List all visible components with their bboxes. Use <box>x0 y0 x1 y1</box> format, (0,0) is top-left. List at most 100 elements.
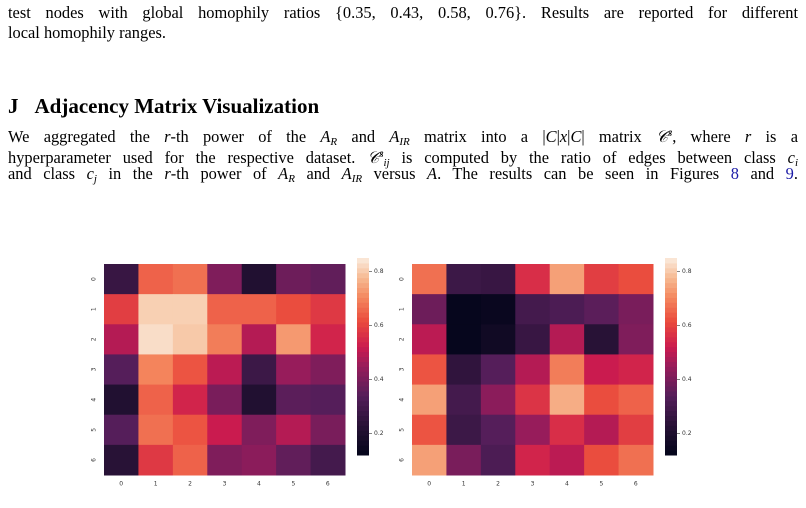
colorbar-segment <box>357 390 369 397</box>
heatmap-cell <box>241 264 277 295</box>
heatmap-cell <box>480 444 516 476</box>
text-run: r <box>744 127 752 146</box>
text-run: | <box>556 127 560 146</box>
text-run: and <box>294 164 342 183</box>
text-run: . <box>793 164 798 183</box>
text-line: local homophily ranges. <box>8 23 166 42</box>
heatmap-cell <box>172 294 208 325</box>
heatmap-cell <box>515 324 551 355</box>
heatmap-cell <box>207 354 243 386</box>
text-run: versus <box>362 164 428 183</box>
heatmap-cell <box>446 264 482 295</box>
text-run: R <box>288 173 295 185</box>
colorbar-segment <box>665 381 677 387</box>
text-line: We aggregated the r-th power of the AR a… <box>8 123 798 152</box>
colorbar-tick-label: 0.4 <box>682 376 692 383</box>
y-tick-label: 6 <box>91 458 98 462</box>
colorbar-segment <box>357 371 369 377</box>
heatmap-cell <box>515 444 551 476</box>
figure-link[interactable]: 8 <box>730 164 739 183</box>
text-run: 𝒞 <box>655 127 668 146</box>
colorbar-segment <box>357 258 369 264</box>
colorbar-segment <box>665 287 677 293</box>
heatmap-cell <box>549 444 585 476</box>
section-heading: J Adjacency Matrix Visualization <box>8 94 319 119</box>
colorbar-segment <box>357 366 369 372</box>
colorbar-segment <box>357 381 369 387</box>
heatmap-cell <box>276 324 312 355</box>
colorbar-segment <box>665 376 677 382</box>
colorbar-segment <box>357 386 369 392</box>
colorbar-segment <box>357 317 369 323</box>
heatmap-cell <box>207 264 243 295</box>
heatmap-cell <box>276 384 312 416</box>
heatmap-cell <box>549 324 585 355</box>
colorbar-segment <box>357 267 369 274</box>
colorbar-segment <box>665 400 677 407</box>
colorbar-segment <box>357 322 369 328</box>
colorbar-segment <box>665 425 677 431</box>
heatmap-cell <box>446 384 482 416</box>
text-run: C <box>545 127 557 146</box>
heatmap-cell <box>310 384 346 416</box>
heatmap-cell <box>412 444 447 476</box>
heatmap-cell <box>172 384 208 416</box>
y-tick-label: 4 <box>399 398 406 402</box>
colorbar-segment <box>357 410 369 417</box>
colorbar-segment <box>665 390 677 397</box>
heatmap-cell <box>515 294 551 325</box>
colorbar-segment <box>665 440 677 446</box>
y-tick-label: 2 <box>91 337 98 341</box>
colorbar-segment <box>357 376 369 382</box>
colorbar-segment <box>665 351 677 357</box>
text-run: IR <box>351 173 363 185</box>
figure-link[interactable]: 9 <box>785 164 794 183</box>
heatmap-cell <box>480 384 516 416</box>
colorbar-tick-label: 0.4 <box>374 376 384 383</box>
heatmap-cell <box>618 384 654 416</box>
heatmap-cell <box>138 264 174 295</box>
colorbar-segment <box>357 302 369 308</box>
heatmap-cell <box>138 324 174 355</box>
text-run: is a <box>751 127 798 146</box>
heatmap-cell <box>172 324 208 355</box>
text-run: j <box>93 173 97 185</box>
heatmap-cell <box>241 444 277 476</box>
x-tick-label: 2 <box>188 481 192 488</box>
colorbar-tick-label: 0.2 <box>374 430 384 437</box>
text-run: A <box>389 127 400 146</box>
colorbar-segment <box>357 307 369 313</box>
heatmap-cell <box>412 324 447 355</box>
heatmap-cell <box>446 354 482 386</box>
colorbar-segment <box>357 420 369 426</box>
heatmap-cell <box>480 354 516 386</box>
heatmap-cell <box>241 414 277 446</box>
heatmap-cell <box>549 264 585 295</box>
section-number: J <box>8 94 19 118</box>
text-run: i <box>794 156 799 169</box>
text-run: 𝒞 <box>367 147 380 167</box>
heatmap-cell <box>138 354 174 386</box>
heatmap-cell <box>241 324 277 355</box>
text-run: in the <box>96 164 165 183</box>
text-run: -th power of <box>170 164 279 183</box>
heatmap-cell <box>310 324 346 355</box>
colorbar-segment <box>665 420 677 426</box>
x-tick-label: 0 <box>119 481 123 488</box>
text-run: hyperparameter used for the respective d… <box>8 147 368 167</box>
x-tick-label: 6 <box>326 481 330 488</box>
text-run: . The results can be seen in Figures <box>437 164 731 183</box>
heatmap-cell <box>310 264 346 295</box>
colorbar-segment <box>665 307 677 313</box>
text-run: | <box>567 127 571 146</box>
text-run: r <box>164 127 171 146</box>
text-run: and <box>337 127 390 146</box>
heatmap-cell <box>412 294 447 325</box>
text-run: A <box>427 164 438 183</box>
heatmap-cell <box>310 354 346 386</box>
heatmap-cell <box>276 264 312 295</box>
colorbar-segment <box>665 445 677 451</box>
text-run: r <box>164 164 171 183</box>
y-tick-label: 1 <box>91 307 98 311</box>
heatmap-cell <box>241 384 277 416</box>
